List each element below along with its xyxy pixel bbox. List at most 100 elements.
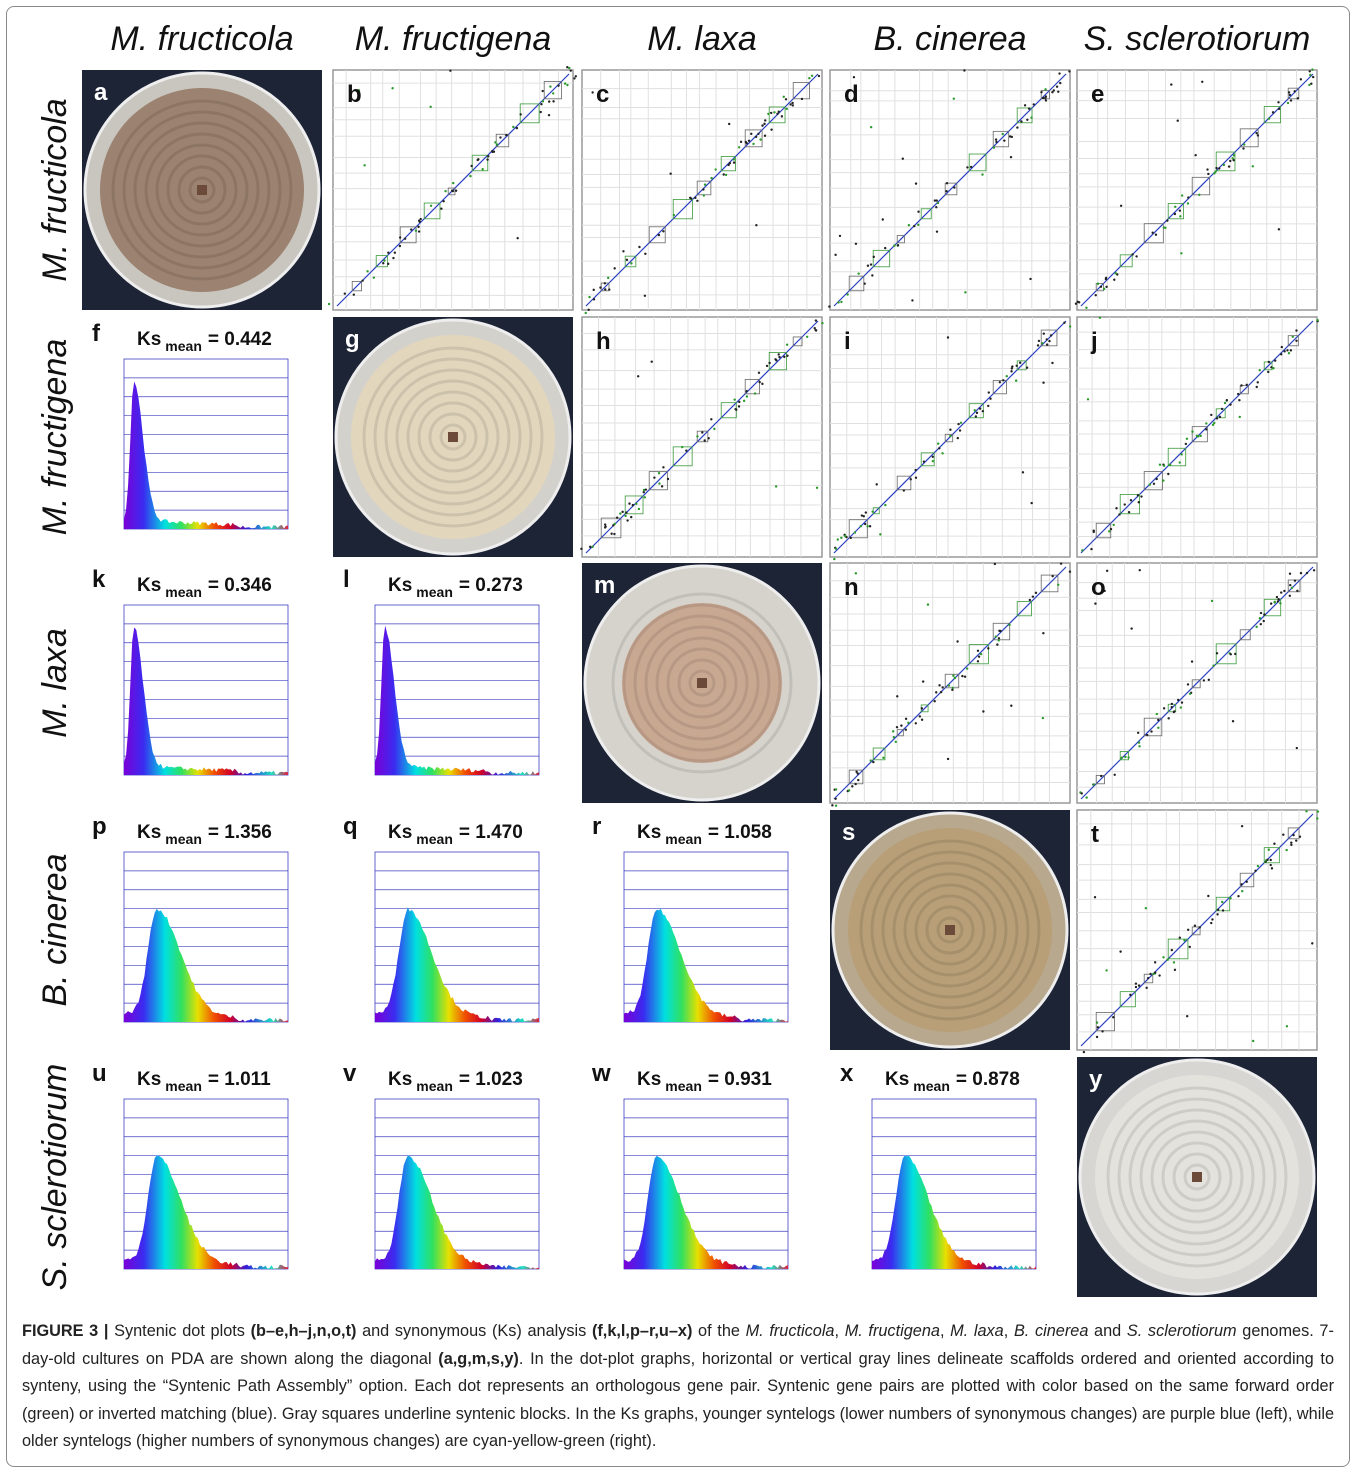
gene-pair-dot	[1292, 833, 1295, 837]
gene-pair-dot	[487, 155, 490, 158]
syntenic-block	[351, 281, 362, 292]
gene-pair-dot	[1157, 726, 1160, 729]
gene-pair-dot	[1032, 103, 1035, 106]
gene-pair-dot	[1051, 361, 1054, 365]
gene-pair-dot	[1115, 507, 1118, 510]
gene-pair-dot	[917, 210, 920, 213]
gene-pair-dot	[951, 688, 954, 692]
gene-pair-dot	[1311, 942, 1314, 945]
gene-pair-dot	[1074, 302, 1078, 305]
colony-ring	[362, 346, 544, 528]
gene-pair-dot	[1286, 101, 1290, 105]
syntenic-block	[624, 255, 637, 268]
gene-pair-dot	[1215, 166, 1218, 170]
colony-ring	[439, 423, 467, 451]
gene-pair-dot	[956, 640, 959, 643]
gene-pair-dot	[1102, 287, 1106, 291]
gene-pair-dot	[1285, 848, 1288, 852]
gene-pair-dot	[1080, 792, 1083, 795]
gene-pair-dot	[1008, 623, 1011, 627]
gene-pair-dot	[481, 168, 484, 171]
gene-pair-dot	[1305, 810, 1308, 813]
gene-pair-dot	[499, 136, 502, 139]
gene-pair-dot	[429, 105, 432, 109]
ks-symbol: Ks	[637, 822, 661, 843]
gene-pair-dot	[834, 804, 838, 807]
gene-pair-dot	[1267, 370, 1270, 374]
colony-ring	[133, 121, 271, 259]
panel-letter: c	[596, 81, 609, 108]
gene-pair-dot	[685, 449, 688, 452]
gene-pair-dot	[981, 173, 984, 176]
gene-pair-dot	[1044, 95, 1048, 98]
gene-pair-dot	[1190, 660, 1194, 663]
gene-pair-dot	[410, 228, 413, 231]
caption-run: ,	[939, 1322, 951, 1340]
histogram-shape	[124, 908, 288, 1022]
gene-pair-dot	[1316, 318, 1319, 322]
gene-pair-dot	[1258, 369, 1261, 372]
panel-ks: v Ks mean = 1.023	[343, 1060, 540, 1270]
gene-pair-dot	[1202, 679, 1206, 682]
gene-pair-dot	[1221, 900, 1224, 904]
gene-pair-dot	[909, 478, 912, 481]
ks-symbol: Ks	[885, 1069, 909, 1090]
gene-pair-dot	[1207, 894, 1210, 898]
gene-pair-dot	[1220, 407, 1224, 411]
panel-letter: l	[343, 566, 350, 593]
gene-pair-dot	[852, 76, 856, 79]
gene-pair-dot	[728, 161, 732, 165]
gene-pair-dot	[1101, 1030, 1104, 1033]
gene-pair-dot	[1041, 716, 1045, 720]
gene-pair-dot	[1186, 202, 1190, 205]
gene-pair-dot	[1212, 664, 1215, 667]
gene-pair-dot	[987, 391, 990, 394]
panel-dotplot: n	[829, 562, 1072, 807]
gene-pair-dot	[650, 360, 653, 363]
gene-pair-dot	[469, 174, 472, 178]
synteny-diagonal	[1080, 566, 1314, 800]
gene-pair-dot	[1311, 68, 1314, 71]
colony-ring	[1117, 1097, 1277, 1257]
gene-pair-dot	[1052, 89, 1055, 92]
gene-pair-dot	[866, 264, 870, 267]
gene-pair-dot	[1044, 99, 1048, 102]
gene-pair-dot	[702, 188, 705, 191]
colony-ring	[1183, 1163, 1211, 1191]
gene-pair-dot	[1283, 350, 1286, 353]
gene-pair-dot	[1280, 353, 1283, 356]
colony-ring	[633, 614, 771, 752]
gene-pair-dot	[714, 168, 717, 171]
gene-pair-dot	[866, 525, 869, 528]
gene-pair-dot	[689, 197, 693, 200]
gene-pair-dot	[1273, 842, 1276, 845]
colony-ring	[373, 357, 533, 517]
panel-letter: y	[1089, 1066, 1103, 1093]
gene-pair-dot	[969, 165, 973, 169]
gene-pair-dot	[1198, 193, 1201, 197]
gene-pair-dot	[1152, 482, 1156, 485]
colony-ring	[122, 110, 282, 270]
caption-run: Syntenic dot plots	[108, 1322, 251, 1340]
syntenic-block	[968, 644, 989, 665]
gene-pair-dot	[442, 200, 445, 203]
syntenic-block	[1143, 973, 1154, 984]
gene-pair-dot	[644, 252, 647, 255]
gene-pair-dot	[857, 778, 860, 782]
gene-pair-dot	[1136, 494, 1140, 497]
gene-pair-dot	[1269, 858, 1272, 862]
gene-pair-dot	[1108, 530, 1111, 533]
gene-pair-dot	[1170, 83, 1173, 86]
gene-pair-dot	[1245, 880, 1248, 884]
gene-pair-dot	[938, 684, 941, 687]
gene-pair-dot	[896, 244, 900, 247]
gene-pair-dot	[1267, 117, 1271, 120]
gene-pair-dot	[933, 199, 937, 202]
histogram-shape	[124, 627, 288, 775]
colony-ring	[1161, 1141, 1233, 1213]
gene-pair-dot	[1076, 300, 1079, 304]
gene-pair-dot	[1179, 215, 1182, 218]
gene-pair-dot	[935, 199, 938, 202]
gene-pair-dot	[387, 262, 390, 266]
syntenic-block	[648, 226, 666, 244]
